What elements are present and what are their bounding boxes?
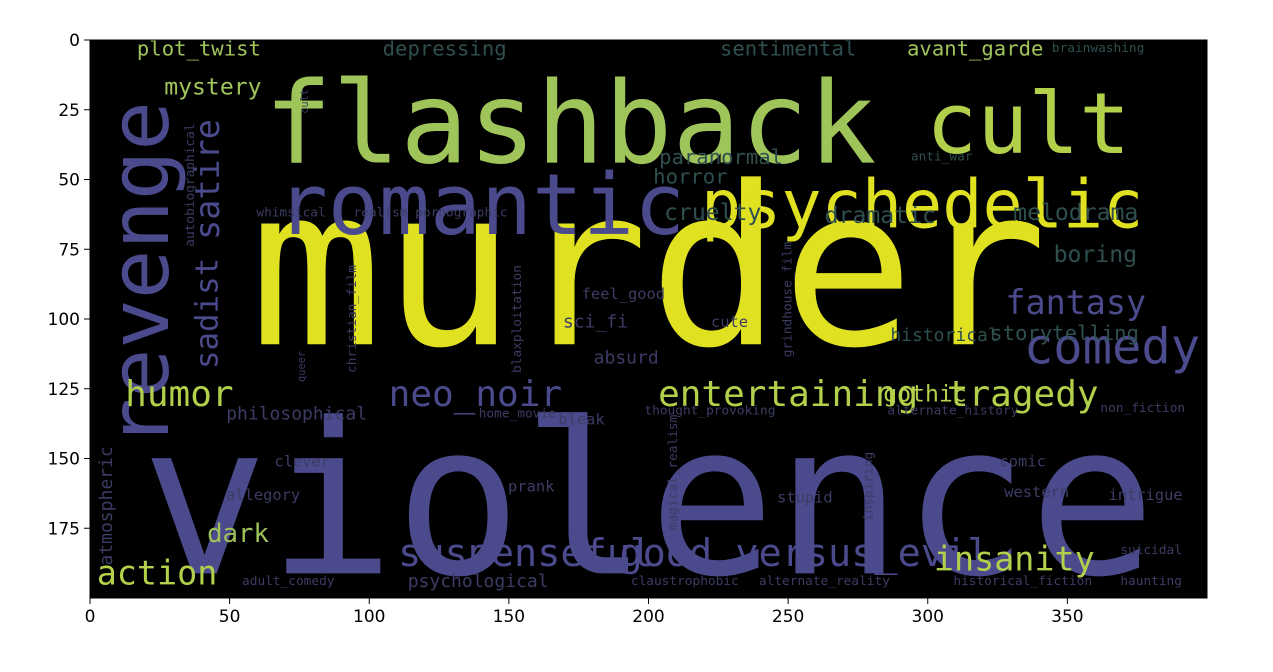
word-sci-fi: sci_fi bbox=[563, 311, 628, 332]
word-avant-garde: avant_garde bbox=[907, 36, 1043, 60]
word-atmospheric: atmospheric bbox=[96, 446, 117, 565]
word-historical-fiction: historical_fiction bbox=[953, 574, 1092, 589]
word-realism: realism bbox=[353, 205, 407, 220]
word-dark: dark bbox=[207, 519, 269, 549]
y-tick-label: 0 bbox=[69, 31, 80, 51]
word-fantasy: fantasy bbox=[1005, 283, 1146, 322]
x-tick-label: 350 bbox=[1051, 607, 1083, 627]
word-humor: humor bbox=[125, 374, 233, 415]
word-blaxploitation: blaxploitation bbox=[510, 265, 525, 373]
word-insanity: insanity bbox=[934, 539, 1095, 578]
word-horror: horror bbox=[653, 165, 727, 189]
word-psychedelic: psychedelic bbox=[701, 166, 1143, 244]
y-tick-label: 100 bbox=[48, 310, 80, 330]
word-storytelling: storytelling bbox=[990, 321, 1139, 345]
word-entertaining: entertaining bbox=[658, 374, 918, 415]
word-flashback: flashback bbox=[264, 58, 876, 190]
word-clever: clever bbox=[274, 452, 330, 470]
word-prank: prank bbox=[508, 477, 555, 495]
word-bleak: bleak bbox=[558, 410, 605, 428]
word-neo-noir: neo_noir bbox=[389, 374, 562, 415]
x-axis: 0 50 100 150 200 250 300 350 bbox=[85, 598, 1084, 627]
word-autobiographical: autobiographical bbox=[183, 123, 198, 246]
word-sentimental: sentimental bbox=[720, 36, 856, 60]
x-tick-label: 50 bbox=[219, 607, 241, 627]
word-christian-film: christian_film bbox=[345, 265, 360, 373]
word-boring: boring bbox=[1054, 242, 1137, 268]
word-western: western bbox=[1004, 483, 1069, 501]
word-historical: historical bbox=[890, 325, 998, 346]
word-revenge: revenge bbox=[93, 101, 188, 447]
x-tick-label: 100 bbox=[353, 607, 385, 627]
word-grindhouse-film: grindhouse_film bbox=[781, 241, 796, 357]
word-feel-good: feel_good bbox=[582, 285, 665, 303]
word-whimsical: whimsical bbox=[256, 205, 325, 220]
word-romantic: romantic bbox=[277, 155, 685, 254]
y-axis: 0 25 50 75 100 125 150 175 bbox=[48, 31, 90, 539]
word-anti-war: anti_war bbox=[911, 150, 973, 165]
word-good-versus-evil: good_versus_evil bbox=[619, 531, 990, 576]
x-tick-label: 0 bbox=[85, 607, 96, 627]
word-violence: violence bbox=[141, 377, 1156, 623]
word-magical-realism: magical_realism bbox=[666, 414, 681, 530]
word-cult: cult bbox=[299, 89, 311, 114]
word-allegory: allegory bbox=[226, 486, 300, 504]
word-intrigue: intrigue bbox=[1108, 486, 1182, 504]
x-tick-label: 250 bbox=[772, 607, 804, 627]
word-cute: cute bbox=[711, 313, 748, 331]
word-non-fiction: non_fiction bbox=[1100, 401, 1185, 416]
word-comedy: comedy bbox=[1024, 318, 1200, 375]
word-philosophical: philosophical bbox=[226, 403, 367, 424]
word-cult: cult bbox=[926, 74, 1130, 173]
word-mystery: mystery bbox=[164, 74, 261, 100]
word-gothic: gothic bbox=[883, 381, 966, 407]
word-thought-provoking: thought_provoking bbox=[644, 404, 775, 419]
word-pornographic: pornographic bbox=[415, 205, 507, 220]
word-depressing: depressing bbox=[383, 36, 507, 60]
y-tick-label: 175 bbox=[48, 519, 80, 539]
word-murder: murder bbox=[250, 140, 1048, 397]
x-tick-label: 300 bbox=[912, 607, 944, 627]
word-psychological: psychological bbox=[408, 571, 549, 592]
y-tick-label: 25 bbox=[58, 101, 80, 121]
word-action: action bbox=[97, 553, 218, 592]
word-suicidal: suicidal bbox=[1120, 543, 1182, 558]
word-home-movie: home_movie bbox=[479, 406, 556, 421]
y-tick-label: 75 bbox=[58, 240, 80, 260]
word-tragedy: tragedy bbox=[947, 374, 1099, 415]
x-tick-label: 150 bbox=[493, 607, 525, 627]
word-satire: satire bbox=[188, 119, 227, 240]
word-inspiring: inspiring bbox=[862, 452, 877, 521]
word-cruelty: cruelty bbox=[664, 200, 761, 226]
word-dramatic: dramatic bbox=[825, 203, 936, 229]
word-comic: comic bbox=[1000, 452, 1046, 470]
word-absurd: absurd bbox=[594, 348, 659, 369]
word-adult-comedy: adult_comedy bbox=[242, 574, 335, 589]
word-paranormal: paranormal bbox=[659, 145, 783, 169]
word-plot-twist: plot_twist bbox=[137, 36, 261, 60]
word-brainwashing: brainwashing bbox=[1052, 41, 1144, 56]
y-tick-label: 50 bbox=[58, 171, 80, 191]
word-alternate-history: alternate_history bbox=[887, 404, 1018, 419]
plot-area bbox=[90, 40, 1207, 598]
word-queer: queer bbox=[296, 351, 308, 382]
y-tick-label: 150 bbox=[48, 450, 80, 470]
word-melodrama: melodrama bbox=[1013, 200, 1138, 226]
x-tick-label: 200 bbox=[632, 607, 664, 627]
word-stupid: stupid bbox=[777, 489, 833, 507]
word-suspenseful: suspenseful bbox=[398, 531, 653, 576]
word-alternate-reality: alternate_reality bbox=[759, 574, 890, 589]
word-claustrophobic: claustrophobic bbox=[631, 574, 739, 589]
y-tick-label: 125 bbox=[48, 380, 80, 400]
word-sadist: sadist bbox=[189, 258, 225, 369]
word-haunting: haunting bbox=[1120, 574, 1182, 589]
